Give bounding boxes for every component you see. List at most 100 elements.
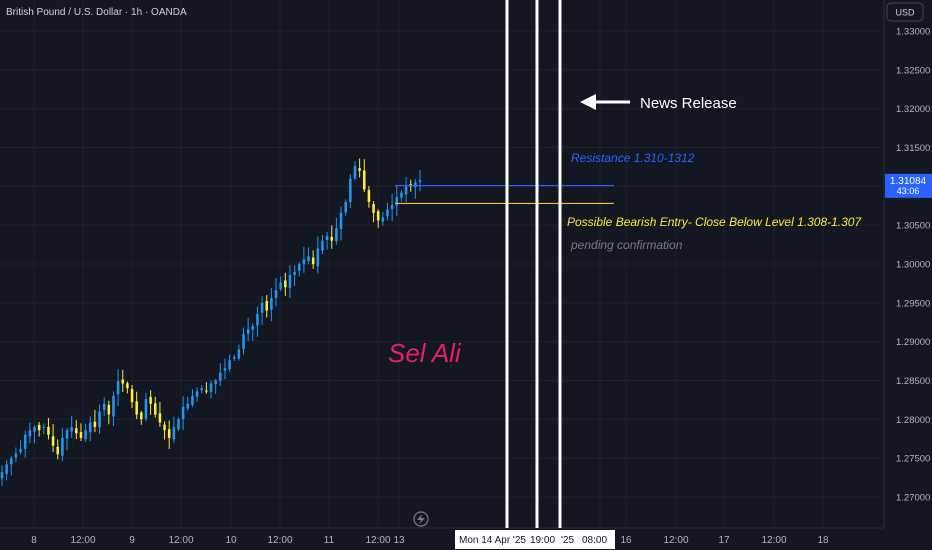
time-tick-label: 18 — [817, 535, 829, 546]
candle-body — [181, 406, 185, 420]
resistance-label: Resistance 1.310-1312 — [571, 151, 695, 165]
candle-body — [214, 380, 217, 384]
candle-body — [344, 201, 347, 213]
candle-body — [5, 464, 8, 474]
news-release-label: News Release — [640, 95, 737, 112]
time-tick-label: 10 — [225, 535, 237, 546]
lightning-icon[interactable] — [413, 511, 429, 527]
candle-body — [75, 428, 78, 434]
candle-body — [98, 411, 101, 428]
candle-body — [358, 168, 361, 171]
candle-body — [51, 436, 55, 446]
current-price-value: 1.31084 — [890, 176, 927, 187]
candle-body — [307, 256, 310, 261]
candle-body — [367, 189, 371, 202]
price-tick-label: 1.31500 — [896, 143, 930, 154]
candle-body — [42, 427, 46, 429]
candle-body — [88, 422, 92, 433]
price-tick-label: 1.28000 — [896, 415, 930, 426]
candle-body — [10, 458, 13, 465]
candle-body — [362, 170, 366, 190]
candle-body — [228, 360, 231, 370]
price-tick-label: 1.30500 — [896, 221, 930, 232]
time-tick-label: 8 — [31, 535, 37, 546]
candle-body — [112, 396, 115, 417]
time-axis-ticks: 8 12:00 9 12:00 10 12:00 11 12:00 13 16 12:00 17 12:… — [31, 535, 829, 546]
time-tick-label: 12:00 — [663, 535, 688, 546]
candle-body — [242, 333, 245, 349]
candle-body — [288, 274, 292, 288]
candle-body — [223, 368, 227, 371]
time-tick-label: 12:00 — [267, 535, 292, 546]
pending-label: pending confirmation — [570, 238, 683, 252]
candle-body — [311, 257, 315, 264]
candle-body — [186, 403, 190, 409]
crosshair-date-label: Mon 14 Apr '25 — [459, 535, 526, 546]
candle-body — [167, 429, 171, 438]
currency-button[interactable]: USD — [886, 2, 924, 22]
price-tick-label: 1.27500 — [896, 454, 930, 465]
price-tick-label: 1.30000 — [896, 260, 930, 271]
candle-body — [61, 437, 64, 456]
candle-body — [395, 197, 399, 206]
candle-body — [135, 401, 138, 415]
candle-body — [302, 259, 306, 265]
candle-body — [144, 399, 148, 419]
candle-body — [349, 178, 352, 202]
candle-body — [70, 427, 73, 432]
candle-body — [23, 434, 27, 449]
candle-body — [353, 166, 357, 179]
symbol-title: British Pound / U.S. Dollar · 1h · OANDA — [6, 7, 187, 18]
candle-body — [237, 349, 241, 359]
candle-body — [209, 383, 213, 392]
candle-body — [400, 192, 403, 198]
candle-body — [339, 212, 343, 230]
candle-body — [414, 182, 417, 188]
time-tick-label: 13 — [393, 535, 405, 546]
arrow-left-icon — [580, 94, 630, 110]
candle-body — [256, 313, 259, 326]
candle-body — [140, 412, 143, 420]
candle-body — [386, 209, 389, 217]
candle-body — [284, 280, 287, 288]
candle-body — [274, 290, 278, 298]
watermark-text: Sel Ali — [388, 338, 462, 368]
entry-label: Possible Bearish Entry- Close Below Leve… — [567, 215, 862, 229]
candle-body — [19, 448, 22, 453]
time-tick-label: 16 — [620, 535, 632, 546]
crosshair-time-labels: Mon 14 Apr '25 19:00 '25 08:00 — [455, 530, 615, 549]
candle-body — [37, 424, 41, 431]
time-tick-label: 12:00 — [70, 535, 95, 546]
candle-body — [130, 388, 134, 403]
candle-body — [270, 298, 273, 310]
candle-body — [293, 271, 296, 275]
time-tick-label: 12:00 — [365, 535, 390, 546]
price-axis-panel[interactable] — [884, 0, 932, 550]
price-tick-label: 1.27000 — [896, 492, 930, 503]
candle-body — [195, 391, 199, 397]
candle-body — [126, 383, 129, 389]
candle-body — [116, 381, 120, 395]
price-axis-ticks: 1.330001.325001.320001.315001.310001.305… — [896, 27, 930, 504]
candle-body — [297, 264, 301, 271]
candle-body — [316, 248, 320, 267]
crosshair-hour-label: 08:00 — [582, 535, 607, 546]
candle-body — [260, 302, 264, 313]
candle-body — [376, 211, 380, 221]
candle-body — [381, 217, 385, 222]
candle-body — [330, 236, 334, 241]
candle-body — [325, 236, 329, 240]
candle-body — [153, 403, 157, 415]
candle-body — [79, 432, 83, 438]
candle-body — [0, 472, 4, 479]
crosshair-time-label: 19:00 — [530, 535, 555, 546]
grid — [0, 0, 884, 528]
candle-body — [321, 240, 324, 251]
time-tick-label: 12:00 — [761, 535, 786, 546]
candle-body — [158, 413, 162, 423]
candle-body — [265, 301, 269, 311]
candle-body — [14, 453, 18, 458]
candle-body — [335, 228, 338, 242]
